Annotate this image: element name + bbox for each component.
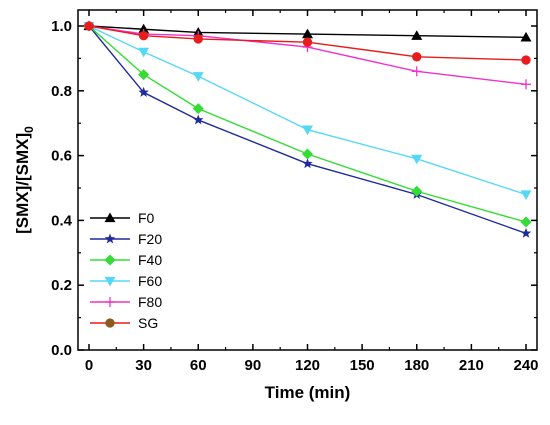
data-point xyxy=(138,47,150,58)
x-tick-label: 150 xyxy=(350,357,375,374)
series-line xyxy=(88,25,527,196)
legend-item-f80: F80 xyxy=(90,294,162,310)
series-line xyxy=(88,25,527,86)
series-line xyxy=(88,25,527,223)
series-sg xyxy=(84,21,531,65)
data-point xyxy=(138,86,149,97)
series-line xyxy=(88,25,527,39)
legend-label: F0 xyxy=(138,210,155,226)
data-point xyxy=(412,52,422,62)
data-point xyxy=(302,37,313,47)
data-point xyxy=(520,216,532,228)
data-point xyxy=(193,34,203,44)
data-point xyxy=(192,103,204,115)
data-point xyxy=(411,30,423,40)
legend-item-f20: F20 xyxy=(90,231,162,247)
x-tick-label: 30 xyxy=(135,357,152,374)
y-axis-title: [SMX]/[SMX]0 xyxy=(13,126,36,234)
data-point xyxy=(521,55,531,65)
data-point xyxy=(302,125,313,136)
axes: 0 30 60 90 120 150 180 210 240 0.0 0.2 0.4 0.6 0.8 1.0 xyxy=(51,9,539,374)
x-axis-title: Time (min) xyxy=(265,383,351,402)
data-point xyxy=(138,69,150,81)
legend: F0 F20 F40 F60 F80 SG xyxy=(90,210,162,331)
legend-item-f0: F0 xyxy=(90,210,155,226)
legend-marker xyxy=(104,212,116,223)
y-tick-label: 1.0 xyxy=(51,18,72,35)
x-tick-label: 0 xyxy=(85,357,93,374)
data-point xyxy=(302,148,313,160)
series-line xyxy=(88,25,527,235)
x-tick-label: 90 xyxy=(245,357,262,374)
legend-label: F40 xyxy=(138,252,162,268)
data-point xyxy=(138,31,149,41)
data-point xyxy=(192,72,204,82)
legend-item-sg: SG xyxy=(90,315,158,331)
legend-label: F60 xyxy=(138,273,162,289)
data-point xyxy=(193,114,204,125)
data-point xyxy=(302,158,313,169)
data-point xyxy=(411,185,423,197)
y-axis-title-main: [SMX]/[SMX] xyxy=(13,133,32,234)
legend-item-f40: F40 xyxy=(90,252,162,268)
legend-marker xyxy=(104,233,116,244)
legend-label: F80 xyxy=(138,294,162,310)
y-tick-label: 0.0 xyxy=(51,342,72,359)
legend-label: SG xyxy=(138,315,158,331)
y-tick-label: 0.6 xyxy=(51,148,72,165)
data-point xyxy=(84,21,94,31)
legend-marker xyxy=(104,276,116,287)
x-tick-label: 180 xyxy=(404,357,429,374)
x-tick-label: 60 xyxy=(190,357,207,374)
x-tick-label: 120 xyxy=(295,357,320,374)
legend-marker xyxy=(105,297,115,307)
plot-area xyxy=(83,20,532,238)
data-point xyxy=(520,31,532,42)
y-tick-label: 0.2 xyxy=(51,277,72,294)
y-tick-label: 0.8 xyxy=(51,83,72,100)
legend-item-f60: F60 xyxy=(90,273,162,289)
data-point xyxy=(138,23,150,34)
legend-marker xyxy=(105,318,115,328)
data-point xyxy=(302,28,313,39)
legend-label: F20 xyxy=(138,231,162,247)
x-tick-label: 240 xyxy=(513,357,538,374)
data-point xyxy=(521,79,531,90)
y-tick-label: 0.4 xyxy=(51,212,73,229)
data-point xyxy=(520,227,532,238)
data-point xyxy=(411,66,422,77)
series-line xyxy=(88,25,527,61)
legend-marker xyxy=(104,254,116,266)
y-axis-title-subscript: 0 xyxy=(22,126,36,133)
data-point xyxy=(411,154,423,165)
data-point xyxy=(520,190,532,200)
x-tick-label: 210 xyxy=(459,357,484,374)
